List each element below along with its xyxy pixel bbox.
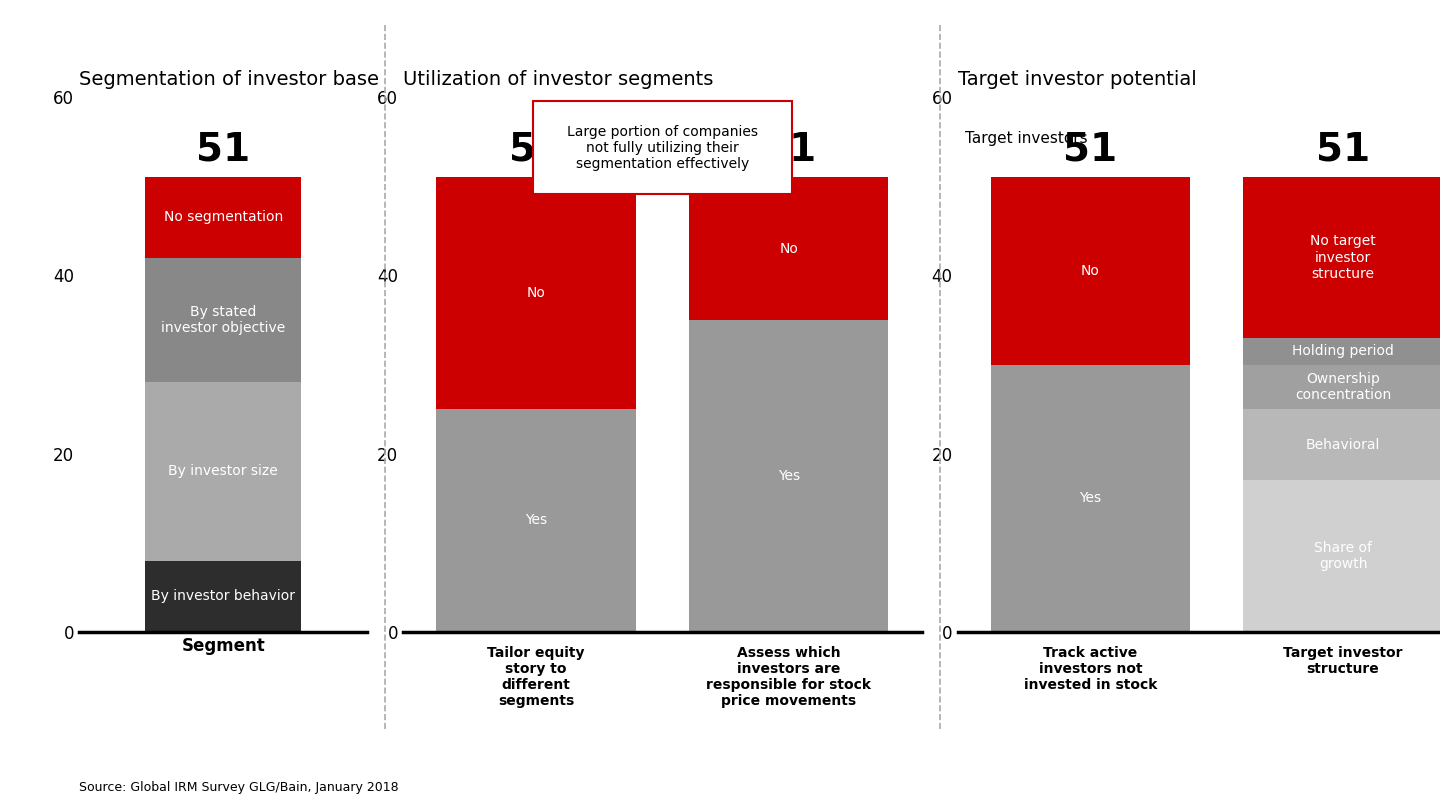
Text: No: No [779, 241, 798, 256]
Text: No target
investor
structure: No target investor structure [1310, 234, 1377, 281]
Text: Yes: Yes [526, 514, 547, 527]
Bar [991, 364, 1191, 632]
Bar [688, 177, 888, 320]
Bar [688, 320, 888, 632]
Bar [1243, 409, 1440, 480]
Text: Holding period: Holding period [1292, 344, 1394, 358]
Text: Target investors: Target investors [965, 130, 1087, 146]
Text: By investor size: By investor size [168, 464, 278, 479]
Bar [1243, 338, 1440, 364]
Text: No segmentation: No segmentation [164, 211, 282, 224]
Text: 51: 51 [762, 130, 815, 168]
Text: Yes: Yes [778, 469, 799, 483]
Text: Share of
growth: Share of growth [1315, 541, 1372, 571]
Text: Source: Global IRM Survey GLG/Bain, January 2018: Source: Global IRM Survey GLG/Bain, Janu… [79, 781, 399, 794]
Text: Behavioral: Behavioral [1306, 437, 1381, 452]
Text: 51: 51 [196, 130, 251, 168]
Text: By stated
investor objective: By stated investor objective [161, 305, 285, 335]
Bar [145, 382, 301, 561]
Text: 51: 51 [1064, 130, 1117, 168]
Bar [991, 177, 1191, 364]
Text: Utilization of investor segments: Utilization of investor segments [403, 70, 714, 89]
Bar [145, 258, 301, 382]
Bar [1243, 364, 1440, 409]
Bar [145, 177, 301, 258]
Text: 51: 51 [510, 130, 563, 168]
Bar [436, 177, 636, 409]
Text: 51: 51 [1316, 130, 1369, 168]
Text: Segmentation of investor base: Segmentation of investor base [79, 70, 379, 89]
Bar [1243, 177, 1440, 338]
Bar [1243, 480, 1440, 632]
Bar [436, 409, 636, 632]
Text: By investor behavior: By investor behavior [151, 589, 295, 603]
Text: Target investor potential: Target investor potential [958, 70, 1197, 89]
Bar [145, 561, 301, 632]
Text: Large portion of companies
not fully utilizing their
segmentation effectively: Large portion of companies not fully uti… [567, 125, 757, 171]
Text: Ownership
concentration: Ownership concentration [1295, 372, 1391, 402]
Text: Yes: Yes [1080, 491, 1102, 505]
Text: No: No [1081, 264, 1100, 278]
Text: No: No [527, 286, 546, 301]
